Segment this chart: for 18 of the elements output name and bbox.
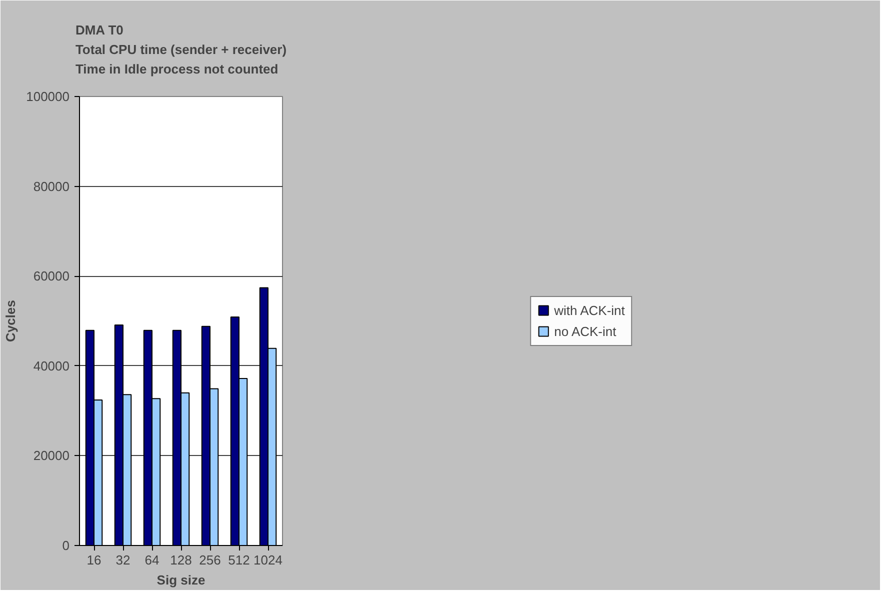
y-axis-title: Cycles <box>3 300 18 342</box>
x-tick-label: 128 <box>170 552 192 568</box>
legend-label: with ACK-int <box>554 302 625 318</box>
y-tick-label: 40000 <box>33 358 70 374</box>
x-tick-label: 16 <box>86 552 102 568</box>
chart-title: DMA T0 Total CPU time (sender + receiver) Time in Idle process not counted <box>75 22 287 76</box>
x-tick-label: 64 <box>144 552 160 568</box>
y-tick-label: 100000 <box>26 89 70 104</box>
x-tick-label: 1024 <box>254 552 282 568</box>
x-tick-label: 256 <box>199 552 221 568</box>
x-tick-label: 32 <box>116 552 130 568</box>
y-tick-label: 20000 <box>33 448 70 464</box>
y-tick-label: 0 <box>62 538 70 553</box>
y-tick-label: 80000 <box>33 178 70 194</box>
x-tick-label: 512 <box>228 552 250 568</box>
y-tick-label: 60000 <box>33 268 70 284</box>
x-axis-title: Sig size <box>156 572 206 588</box>
legend-label: no ACK-int <box>554 324 616 338</box>
